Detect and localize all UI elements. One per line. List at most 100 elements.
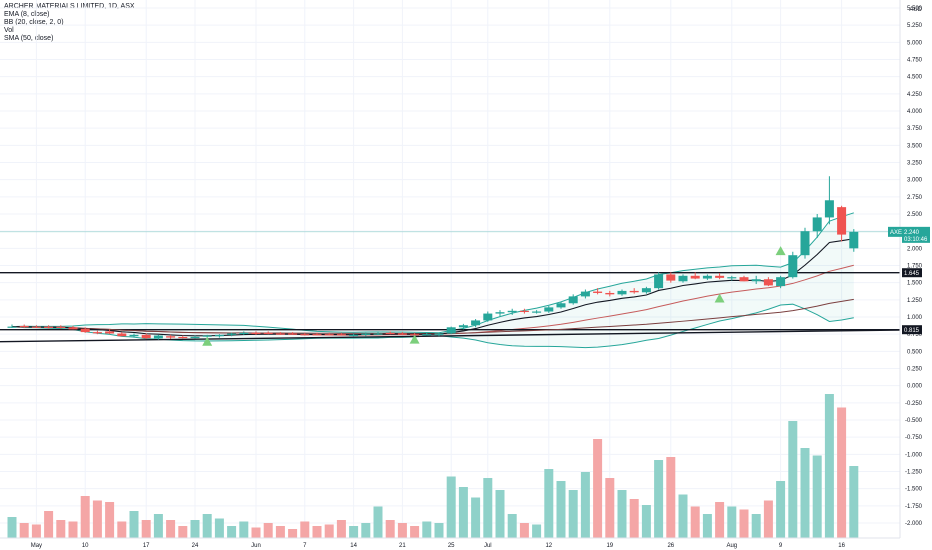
candle-body	[812, 217, 822, 232]
price-tick-label: -1.500	[905, 487, 923, 493]
volume-bar	[519, 523, 529, 538]
volume-bar	[166, 520, 176, 538]
candle-body	[617, 290, 627, 295]
volume-bars	[7, 394, 859, 538]
candle-body	[715, 275, 725, 278]
candle-body	[275, 333, 285, 335]
price-tick-label: -0.750	[905, 435, 923, 441]
current-price-tag-bg	[902, 226, 930, 243]
volume-bar	[324, 524, 334, 538]
volume-bar	[92, 500, 102, 538]
symbol-title: ARCHER MATERIALS LIMITED, 1D, ASX	[4, 3, 135, 10]
candle-body	[373, 333, 383, 335]
candle-body	[263, 332, 273, 334]
grid	[0, 0, 900, 538]
candle-body	[837, 207, 847, 235]
volume-bar	[763, 500, 773, 538]
candle-body	[849, 231, 859, 249]
candle-body	[605, 292, 615, 295]
candle-body	[568, 296, 578, 304]
volume-bar	[495, 490, 505, 538]
candle-body	[593, 291, 603, 293]
price-tick-label: 3.250	[907, 161, 923, 167]
volume-bar	[544, 469, 554, 538]
candle-body	[654, 274, 664, 289]
price-tick-label: 4.750	[907, 58, 923, 64]
volume-bar	[227, 526, 237, 538]
trend-line	[0, 329, 901, 343]
candle-body	[117, 333, 127, 337]
volume-bar	[751, 514, 761, 538]
time-tick-label: 7	[303, 543, 307, 549]
candle-body	[300, 334, 310, 336]
candle-body	[105, 331, 115, 334]
time-axis[interactable]: May 10 17 24 Jun 7 14 21 25 Jul 12 19 26 Aug 9 16	[31, 543, 846, 549]
time-tick-label: Jul	[484, 543, 492, 549]
candle-body	[739, 277, 749, 282]
price-tick-label: 0.000	[907, 384, 923, 390]
volume-bar	[471, 497, 481, 538]
time-tick-label: 10	[82, 543, 89, 549]
volume-bar	[727, 506, 737, 538]
volume-bar	[556, 481, 566, 538]
level-tag-0815-bg	[902, 325, 922, 335]
time-tick-label: 26	[667, 543, 674, 549]
volume-bar	[214, 518, 224, 538]
volume-bar	[837, 407, 847, 538]
bollinger-fill	[12, 212, 854, 348]
volume-bar	[31, 524, 41, 538]
candle-body	[495, 312, 505, 314]
candle-body	[690, 275, 700, 279]
candle-body	[397, 333, 407, 335]
volume-bar	[641, 505, 651, 538]
candle-body	[361, 333, 371, 335]
candle-body	[544, 307, 554, 312]
candle-body	[336, 334, 346, 336]
volume-bar	[56, 520, 66, 538]
candle-body	[776, 277, 786, 287]
volume-bar	[202, 514, 212, 538]
candle-body	[422, 334, 432, 336]
volume-bar	[654, 460, 664, 538]
indicator-vol[interactable]: Vol	[4, 27, 14, 34]
price-tick-label: 2.000	[907, 246, 923, 252]
price-tick-label: -2.000	[905, 521, 923, 527]
candle-body	[19, 325, 29, 328]
candle-body	[629, 290, 639, 293]
price-tick-label: 4.500	[907, 75, 923, 81]
candle-body	[702, 275, 712, 279]
volume-bar	[373, 506, 383, 538]
indicator-ema[interactable]: EMA (8, close)	[4, 11, 50, 18]
price-tick-label: 3.750	[907, 126, 923, 132]
price-axis[interactable]: 5.500 5.250 5.000 4.750 4.500 4.250 4.000 3.750…	[905, 6, 923, 527]
price-tick-label: 1.000	[907, 315, 923, 321]
volume-bar	[385, 520, 395, 538]
price-tick-label: 4.250	[907, 92, 923, 98]
indicator-sma[interactable]: SMA (50, close)	[4, 35, 54, 42]
buy-signal-triangle	[409, 334, 420, 344]
volume-bar	[666, 457, 676, 538]
price-tick-label: 4.000	[907, 109, 923, 115]
candle-body	[68, 327, 78, 330]
buy-signal-triangle	[714, 293, 725, 303]
candle-body	[178, 336, 188, 339]
candle-body	[166, 336, 176, 338]
level-tag-1645-bg	[902, 268, 922, 278]
symbol-tag: AXE	[890, 230, 902, 236]
buy-signal-triangle	[202, 336, 213, 346]
volume-bar	[458, 487, 468, 538]
price-tick-label: 5.000	[907, 40, 923, 46]
time-tick-label: 14	[350, 543, 357, 549]
price-tick-label: 5.250	[907, 23, 923, 29]
time-tick-label: Aug	[726, 543, 737, 549]
volume-bar	[153, 514, 163, 538]
countdown-tag: 03:10:46	[904, 237, 928, 243]
volume-bar	[300, 521, 310, 538]
volume-bar	[117, 521, 127, 538]
candle-body	[251, 332, 261, 334]
candle-body	[153, 335, 163, 339]
indicator-bb[interactable]: BB (20, close, 2, 0)	[4, 19, 64, 26]
candle-body	[446, 327, 456, 334]
